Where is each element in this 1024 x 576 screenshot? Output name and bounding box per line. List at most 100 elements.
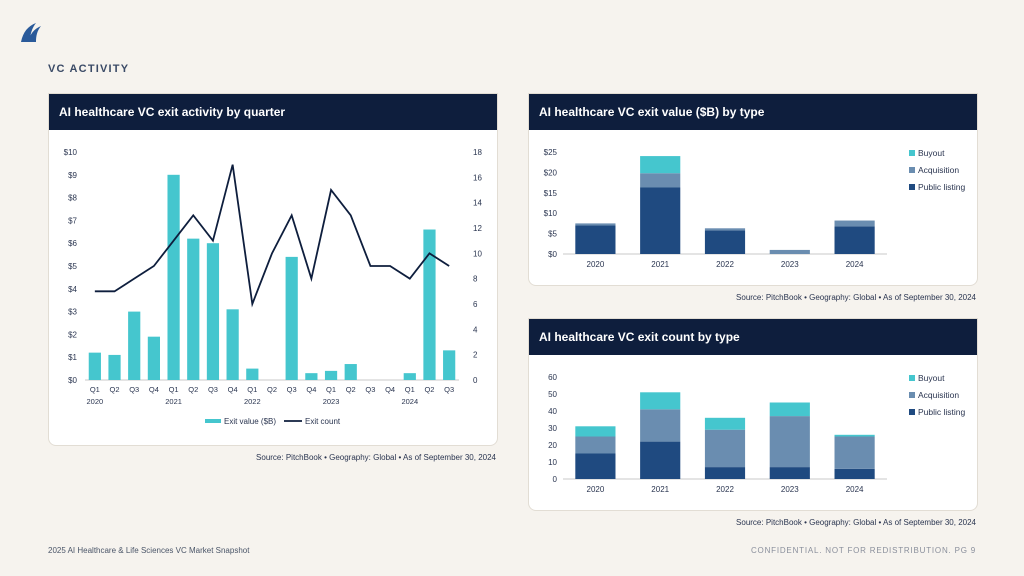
y-tick-label: 20: [548, 441, 557, 450]
bar-acquisition: [575, 223, 616, 226]
bar-exit-value: [423, 229, 436, 380]
legend-swatch: [909, 150, 915, 156]
y-tick-left: $4: [68, 285, 77, 294]
x-tick-label: 2020: [587, 485, 605, 494]
bar-acquisition: [834, 436, 875, 469]
bar-exit-value: [206, 243, 220, 380]
y-tick-left: $2: [68, 330, 77, 339]
bar-exit-value: [285, 256, 298, 380]
x-tick-label: Q1: [169, 385, 179, 394]
x-year-label: 2022: [244, 397, 261, 406]
bar-buyout: [640, 392, 681, 410]
x-tick-label: Q2: [267, 385, 277, 394]
y-tick-label: 10: [548, 458, 557, 467]
panel-count: AI healthcare VC exit count by type 0 10 2…: [528, 318, 978, 511]
bar-buyout: [575, 426, 616, 437]
x-year-label: 2020: [86, 397, 103, 406]
x-tick-label: Q3: [444, 385, 454, 394]
line-exit-count: [94, 164, 450, 308]
bar-public-listing: [834, 468, 875, 479]
bar-public-listing: [575, 453, 616, 479]
bar-acquisition: [769, 249, 810, 254]
y-tick-left: $10: [64, 148, 78, 157]
x-year-label: 2021: [165, 397, 182, 406]
bar-exit-value: [147, 336, 160, 380]
footer-confidential: CONFIDENTIAL. NOT FOR REDISTRIBUTION. PG…: [750, 546, 976, 555]
bar-acquisition: [704, 228, 746, 231]
legend-label: Acquisition: [918, 165, 959, 175]
x-tick-label: Q2: [346, 385, 356, 394]
count-chart: 0 10 20 30 40 50 60 2020 2021 2022 2023 2024 Buyout A…: [548, 373, 966, 494]
y-tick-right: 18: [473, 148, 482, 157]
bar-exit-value: [128, 311, 141, 380]
bar-buyout: [834, 434, 875, 437]
legend-swatch: [909, 375, 915, 381]
x-tick-label: 2023: [781, 485, 799, 494]
bar-buyout: [704, 417, 746, 430]
y-tick-label: $0: [548, 250, 557, 259]
y-tick-right: 14: [473, 199, 482, 208]
y-tick-left: $7: [68, 216, 77, 225]
bar-acquisition: [769, 416, 810, 468]
x-tick-label: Q2: [424, 385, 434, 394]
x-tick-label: 2022: [716, 260, 734, 269]
bar-exit-value: [246, 368, 259, 380]
y-tick-right: 12: [473, 224, 482, 233]
x-tick-label: Q3: [287, 385, 297, 394]
footer-report-title: 2025 AI Healthcare & Life Sciences VC Ma…: [48, 546, 250, 555]
y-tick-left: $0: [68, 376, 77, 385]
x-tick-label: Q1: [405, 385, 415, 394]
panel-quarterly: AI healthcare VC exit activity by quarte…: [48, 93, 498, 446]
y-tick-label: $10: [544, 209, 558, 218]
bar-public-listing: [704, 467, 746, 479]
x-tick-label: Q2: [188, 385, 198, 394]
x-tick-label: Q4: [306, 385, 316, 394]
chart-source: Source: PitchBook • Geography: Global • …: [736, 518, 976, 527]
bar-public-listing: [640, 441, 681, 479]
x-tick-label: Q4: [385, 385, 395, 394]
y-tick-label: 50: [548, 390, 557, 399]
bar-acquisition: [575, 436, 616, 454]
chart-source: Source: PitchBook • Geography: Global • …: [736, 293, 976, 302]
x-tick-label: Q1: [90, 385, 100, 394]
x-tick-label: Q3: [365, 385, 375, 394]
bar-exit-value: [167, 174, 180, 380]
x-tick-label: 2021: [651, 485, 669, 494]
bar-exit-value: [108, 354, 121, 380]
bar-acquisition: [640, 173, 681, 188]
chart-title: AI healthcare VC exit count by type: [529, 319, 977, 355]
y-tick-label: $15: [544, 189, 558, 198]
chart-title: AI healthcare VC exit activity by quarte…: [49, 94, 497, 130]
y-tick-right: 2: [473, 351, 478, 360]
legend-label: Acquisition: [918, 390, 959, 400]
chart-source: Source: PitchBook • Geography: Global • …: [256, 453, 496, 462]
x-tick-label: Q1: [326, 385, 336, 394]
x-tick-label: Q2: [110, 385, 120, 394]
y-tick-left: $6: [68, 239, 77, 248]
y-tick-left: $1: [68, 353, 77, 362]
bar-public-listing: [640, 187, 681, 254]
y-tick-right: 6: [473, 300, 478, 309]
bar-exit-value: [324, 370, 338, 380]
bar-acquisition: [834, 220, 875, 227]
x-tick-label: Q4: [149, 385, 159, 394]
bar-exit-value: [88, 352, 101, 380]
y-tick-label: $25: [544, 148, 558, 157]
y-tick-left: $5: [68, 262, 77, 271]
legend-swatch-exit-value: [205, 419, 221, 423]
x-tick-label: 2024: [846, 260, 864, 269]
x-tick-label: Q3: [208, 385, 218, 394]
legend-label: Exit count: [305, 417, 341, 426]
bar-public-listing: [834, 226, 875, 254]
y-tick-label: 0: [553, 475, 558, 484]
legend-label: Public listing: [918, 407, 966, 417]
y-tick-left: $8: [68, 194, 77, 203]
bar-exit-value: [403, 373, 416, 380]
panel-value: AI healthcare VC exit value ($B) by type…: [528, 93, 978, 286]
bar-acquisition: [704, 429, 746, 468]
y-tick-label: 60: [548, 373, 557, 382]
bar-acquisition: [640, 409, 681, 442]
x-tick-label: Q1: [247, 385, 257, 394]
y-tick-label: $20: [544, 168, 558, 177]
legend-swatch: [909, 409, 915, 415]
